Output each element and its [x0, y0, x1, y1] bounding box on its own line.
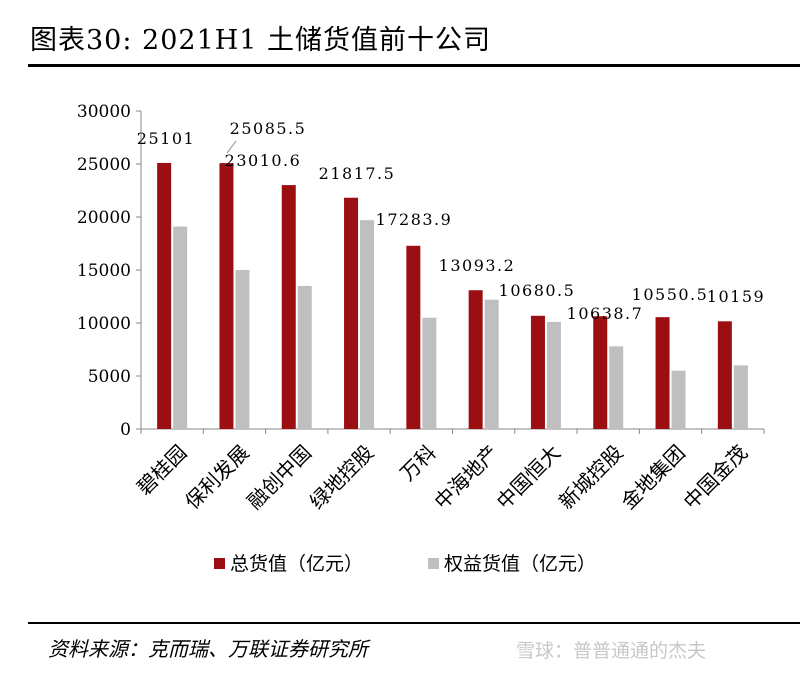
title-divider [28, 64, 800, 67]
chart-title: 图表30: 2021H1 土储货值前十公司 [30, 25, 492, 56]
bar-total-value [344, 197, 359, 429]
x-category-label: 中国恒大 [492, 440, 566, 514]
legend-label-total: 总货值（亿元） [230, 553, 363, 575]
data-label: 10680.5 [499, 281, 576, 300]
bar-total-value [219, 163, 234, 429]
legend-swatch-equity [428, 558, 439, 569]
bar-total-value [655, 317, 670, 429]
bar-equity-value [671, 370, 686, 429]
legend-swatch-total [214, 558, 225, 569]
data-label: 25085.5 [230, 119, 307, 138]
bar-equity-value [609, 346, 624, 429]
data-label: 21817.5 [319, 164, 396, 183]
x-category-label: 金地集团 [616, 440, 690, 514]
data-label: 10159 [707, 287, 765, 306]
y-tick-label: 30000 [77, 102, 131, 122]
x-category-label: 保利发展 [180, 440, 254, 514]
y-tick-label: 25000 [77, 155, 131, 175]
x-category-label: 碧桂园 [132, 440, 191, 499]
data-label: 23010.6 [225, 151, 302, 170]
bar-chart: 0 5000 10000 15000 20000 25000 30000 25101 碧桂园 25… [77, 102, 765, 575]
bar-total-value [468, 290, 483, 429]
bar-equity-value [546, 321, 561, 429]
y-tick-label: 0 [120, 420, 131, 440]
data-label: 17283.9 [376, 210, 453, 229]
x-category-label: 融创中国 [242, 440, 316, 514]
x-category-label: 绿地控股 [305, 440, 379, 514]
y-tick-label: 10000 [77, 314, 131, 334]
bar-equity-value [360, 220, 375, 429]
data-label-leader-line [226, 140, 237, 154]
legend-label-equity: 权益货值（亿元） [444, 553, 596, 575]
bar-equity-value [484, 299, 499, 429]
header: 图表30: 2021H1 土储货值前十公司 [0, 0, 800, 67]
bar-total-value [281, 185, 296, 429]
data-label: 13093.2 [439, 256, 516, 275]
bar-equity-value [422, 317, 437, 429]
bar-total-value [593, 316, 608, 429]
y-tick-label: 5000 [88, 367, 131, 387]
x-category-label: 中海地产 [429, 440, 503, 514]
data-label: 25101 [137, 129, 195, 148]
watermark: 雪球：普普通通的杰夫 [516, 640, 707, 662]
bar-total-value [157, 162, 172, 430]
source-note: 资料来源：克而瑞、万联证券研究所 [48, 637, 368, 661]
bar-equity-value [173, 226, 188, 429]
bar-total-value [717, 321, 732, 429]
data-label: 10638.7 [567, 304, 644, 323]
bar-total-value [530, 315, 545, 429]
x-category-label: 新城控股 [554, 440, 628, 514]
bar-equity-value [235, 270, 250, 429]
bar-total-value [406, 245, 421, 429]
footer-divider [28, 622, 800, 624]
y-tick-label: 15000 [77, 261, 131, 281]
bar-equity-value [297, 285, 312, 429]
y-tick-label: 20000 [77, 208, 131, 228]
data-label: 10550.5 [632, 285, 709, 304]
x-category-label: 中国金茂 [679, 440, 753, 514]
x-category-label: 万科 [395, 440, 440, 485]
bar-equity-value [733, 365, 748, 429]
